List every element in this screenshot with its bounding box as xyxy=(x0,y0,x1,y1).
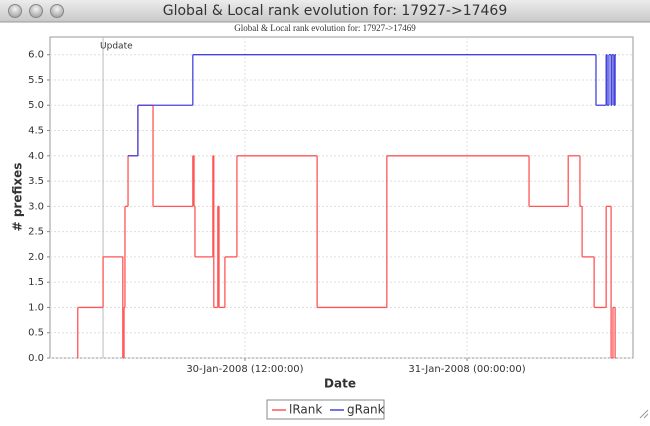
chart-title: Global & Local rank evolution for: 17927… xyxy=(234,23,416,33)
y-tick-label: 1.5 xyxy=(28,277,44,288)
y-axis-label: # prefixes xyxy=(11,163,25,232)
annotation-text: Update xyxy=(100,42,133,52)
legend-label: lRank xyxy=(289,403,322,417)
y-tick-label: 1.0 xyxy=(28,302,44,313)
zoom-button[interactable] xyxy=(50,4,64,18)
y-tick-label: 2.5 xyxy=(28,227,44,238)
y-tick-label: 5.5 xyxy=(28,75,44,86)
y-tick-label: 5.0 xyxy=(28,100,44,111)
resize-grip xyxy=(639,409,649,419)
legend-label: gRank xyxy=(347,403,385,417)
y-tick-label: 6.0 xyxy=(28,50,44,61)
close-button[interactable] xyxy=(8,4,22,18)
plot-area xyxy=(49,36,634,359)
y-tick-label: 4.5 xyxy=(28,126,44,137)
minimize-button[interactable] xyxy=(29,4,43,18)
title-bar xyxy=(0,0,650,22)
window-title: Global & Local rank evolution for: 17927… xyxy=(163,3,508,19)
y-tick-label: 0.0 xyxy=(28,353,44,364)
x-axis-label: Date xyxy=(324,377,356,391)
y-tick-label: 0.5 xyxy=(28,328,44,339)
legend xyxy=(266,399,385,420)
y-tick-label: 3.0 xyxy=(28,201,44,212)
y-tick-label: 2.0 xyxy=(28,252,44,263)
x-tick-label: 30-Jan-2008 (12:00:00) xyxy=(186,364,303,375)
x-tick-label: 31-Jan-2008 (00:00:00) xyxy=(408,364,525,375)
y-tick-label: 4.0 xyxy=(28,151,44,162)
y-tick-label: 3.5 xyxy=(28,176,44,187)
